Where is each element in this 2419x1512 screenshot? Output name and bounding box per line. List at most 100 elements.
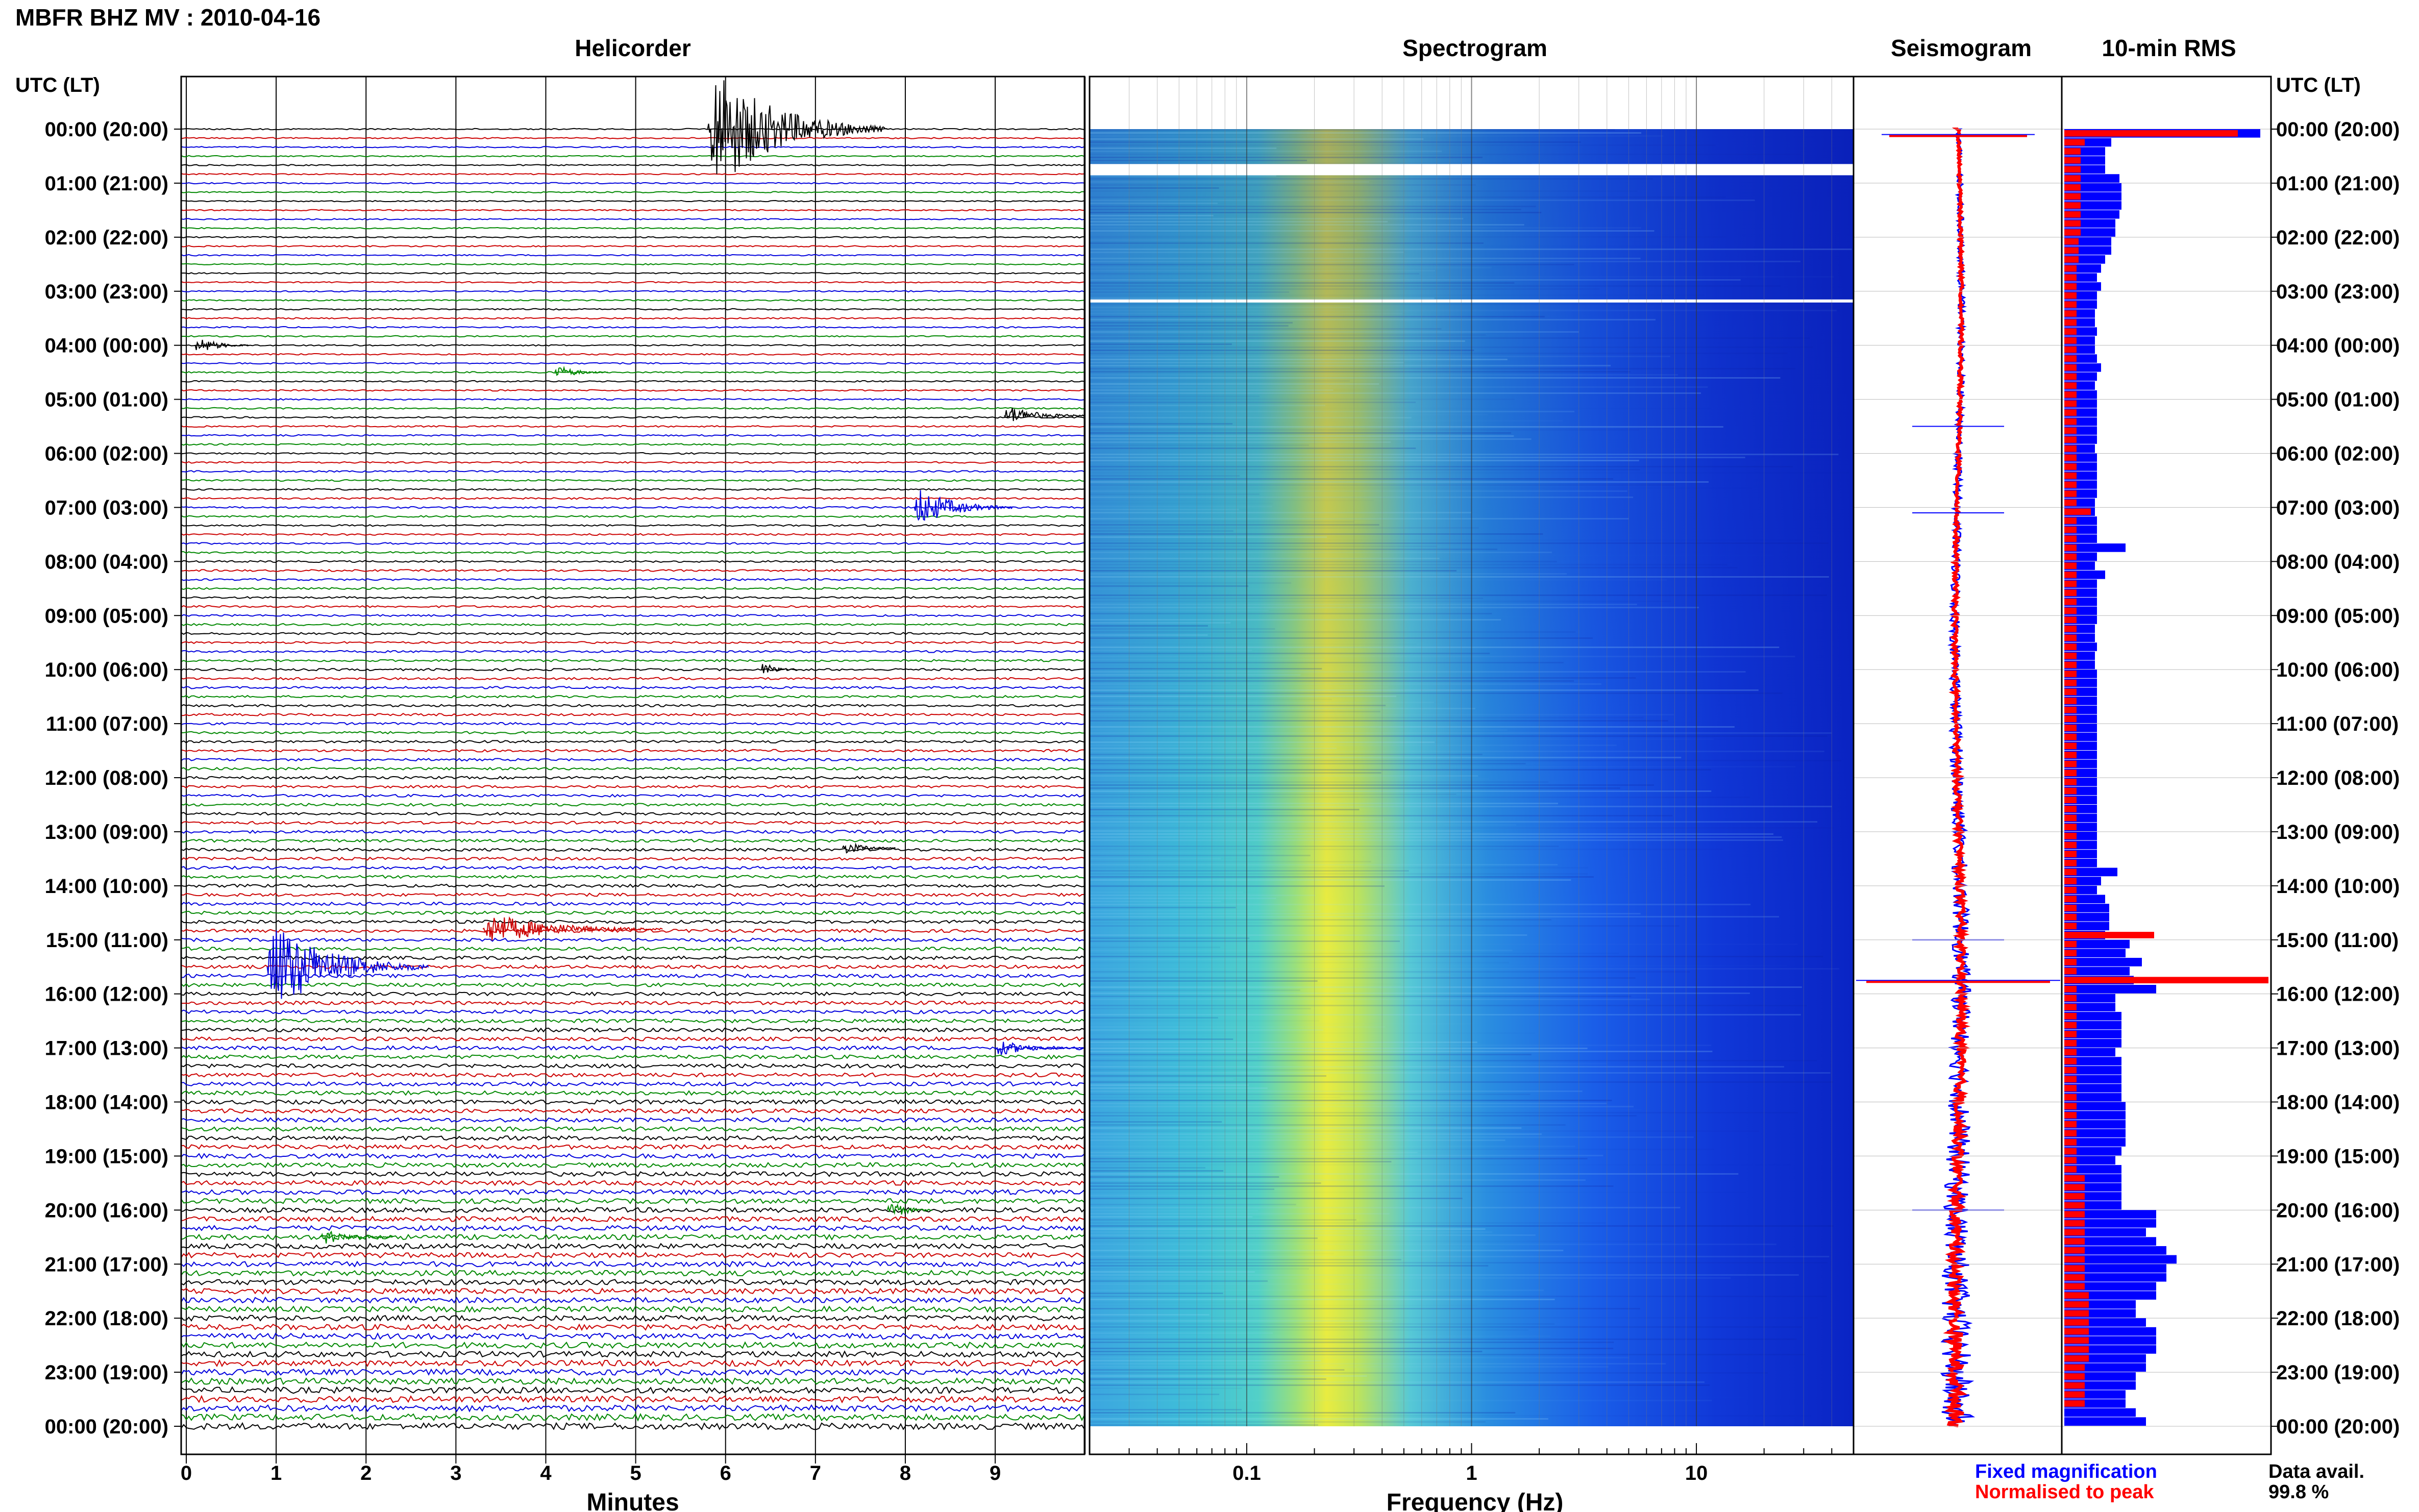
spectrogram-panel [1089,77,1854,1426]
rms-bar-fixed [2064,1417,2146,1426]
spectrogram-row [1090,849,1723,850]
time-label-left: 23:00 (19:00) [45,1361,168,1384]
spectrogram-row [1090,438,1532,440]
spectrogram-row [1090,1412,1516,1414]
spectrogram-row [1090,1372,1768,1374]
spectrogram-row [1090,1308,1640,1309]
spectrogram-row [1090,891,1244,893]
spectrogram-row [1090,591,1398,593]
spectrogram-row [1090,628,1275,630]
spectrogram-row [1090,1094,1531,1095]
rms-bar-normalised [2064,995,2077,1002]
rms-bar-normalised [2064,905,2077,911]
helicorder-trace [181,514,1085,518]
spectrogram-row [1090,1326,1802,1328]
spectrogram-row [1090,937,1250,939]
spectrogram-row [1090,466,1793,467]
spectrogram-row [1090,1363,1666,1365]
spectrogram-row [1090,947,1221,948]
spectrogram-row [1090,420,1563,422]
spectrogram-row [1090,873,1588,875]
rms-bar-normalised [2064,1355,2089,1362]
helicorder-trace [181,641,1085,645]
spectrogram-row [1090,1063,1607,1064]
spectrogram-row [1090,928,1247,930]
spectrogram-row [1090,1051,1713,1052]
helicorder-trace [181,506,1085,509]
spectrogram-row [1090,503,1273,504]
helicorder-trace [181,290,1085,293]
time-label-right: 00:00 (20:00) [2276,118,2400,141]
spectrogram-row [1090,1087,1268,1089]
rms-bar-normalised [2064,968,2077,975]
spectrogram-row [1090,836,1782,838]
spectrogram-row [1090,1011,1285,1012]
helicorder-trace [181,1144,1085,1150]
spectrogram-row [1090,340,1465,342]
helicorder-trace [181,542,1085,545]
helicorder-trace [181,353,1085,356]
rms-bar-normalised [2064,436,2077,443]
spectrogram-row [1090,643,1417,645]
spectrogram-row [1090,1143,1431,1144]
rms-bar-normalised [2064,463,2077,470]
spectrogram-row [1090,640,1424,642]
spectrogram-row [1090,775,1478,777]
helicorder-trace [181,1108,1085,1114]
spectrogram-row [1090,233,1261,235]
spectrogram-row [1090,922,1272,924]
helicorder-trace [181,281,1085,284]
spectrogram-row [1090,689,1759,691]
spectrogram-row [1090,959,1383,960]
time-label-right: 21:00 (17:00) [2276,1253,2400,1276]
spectrogram-row [1090,1069,1450,1071]
spectrogram-row [1090,625,1208,627]
spectrogram-row [1090,518,1629,519]
rms-bar-normalised [2064,1112,2077,1119]
rms-bar-fixed [2064,1255,2177,1264]
spectrogram-row [1090,729,1508,731]
rms-bar-normalised [2064,760,2077,767]
helicorder-trace [181,407,1085,410]
helicorder-event [761,664,798,674]
spectrogram-row [1090,144,1716,146]
helicorder-event [707,80,887,175]
spectrogram-row [1090,634,1208,636]
spectrogram-row [1090,735,1828,737]
spectrogram-row [1090,242,1484,244]
helicorder-trace [181,1161,1085,1168]
helicorder-trace [181,650,1085,654]
data-avail-value: 99.8 % [2268,1481,2329,1503]
time-label-left: 02:00 (22:00) [45,227,168,249]
helicorder-trace [181,1171,1085,1177]
spectrogram-row [1090,1075,1326,1077]
spectrogram-row [1090,925,1680,927]
spectrogram-row [1090,230,1655,232]
spectrogram-row [1090,1381,1705,1383]
rms-bar-normalised [2064,1012,2077,1020]
spectrogram-row [1090,919,1551,921]
time-label-left: 21:00 (17:00) [45,1253,168,1276]
spectrogram-row [1090,934,1527,936]
spectrogram-row [1090,346,1813,348]
time-label-right: 22:00 (18:00) [2276,1307,2400,1330]
helicorder-trace [181,533,1085,536]
spectrogram-row [1090,304,1780,305]
spectrogram-row [1090,1314,1210,1316]
helicorder-trace [181,371,1085,374]
spectrogram-row [1090,261,1800,262]
spectrogram-row [1090,212,1542,213]
spectrogram-row [1090,313,1402,314]
spectrogram-row [1090,769,1712,771]
spectrogram-row [1090,1158,1588,1159]
rms-bar-normalised [2064,400,2077,407]
spectrogram-row [1090,772,1381,774]
spectrogram-row [1090,754,1483,755]
rms-bar-normalised [2064,742,2077,750]
spectrogram-row [1090,1112,1798,1113]
spectrogram-row [1090,1115,1637,1117]
time-label-right: 20:00 (16:00) [2276,1199,2400,1222]
helicorder-trace [181,1305,1085,1313]
helicorder-trace [181,398,1085,401]
spectrogram-row [1090,885,1385,887]
